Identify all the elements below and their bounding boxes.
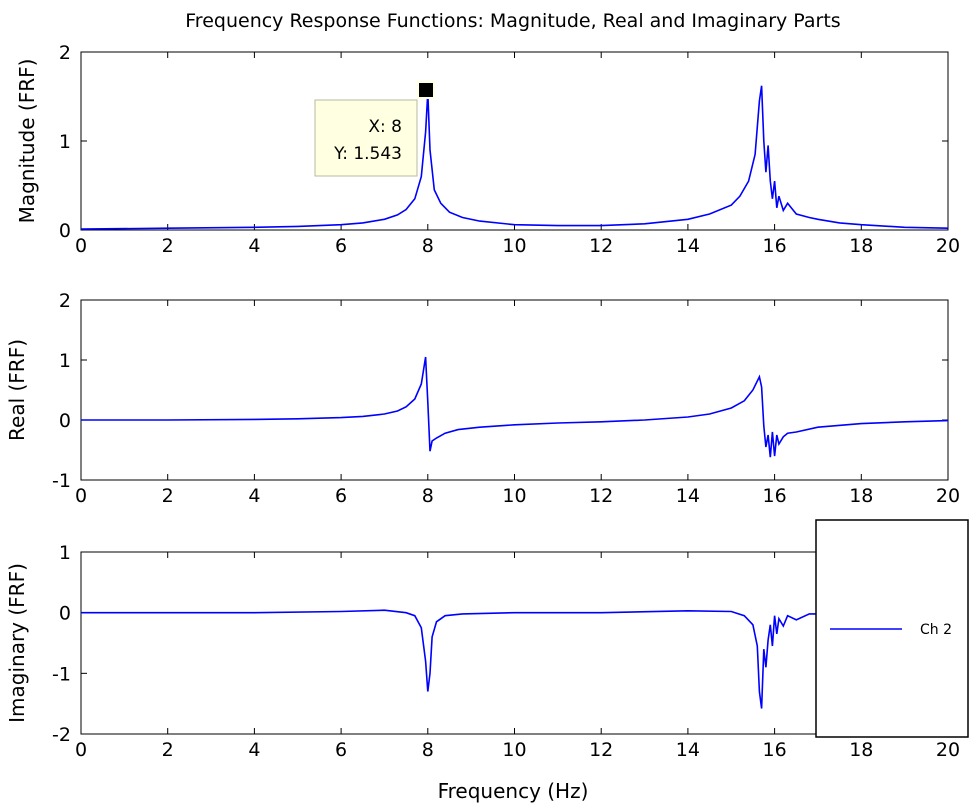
imaginary-xtick-label: 14	[676, 739, 700, 761]
magnitude-ylabel: Magnitude (FRF)	[15, 59, 39, 224]
magnitude-ytick-label: 1	[59, 131, 71, 153]
real-xtick-label: 18	[849, 485, 873, 507]
frequency-xlabel: Frequency (Hz)	[438, 779, 589, 803]
magnitude-xtick-label: 8	[422, 235, 434, 257]
real-ytick-label: 2	[59, 290, 71, 312]
magnitude-xtick-label: 18	[849, 235, 873, 257]
real-xtick-label: 2	[162, 485, 174, 507]
magnitude-xtick-label: 12	[589, 235, 613, 257]
imaginary-xtick-label: 20	[936, 739, 960, 761]
imaginary-plot-area[interactable]	[80, 551, 949, 735]
magnitude-series-line	[80, 85, 949, 230]
magnitude-xtick-label: 2	[162, 235, 174, 257]
magnitude-xtick-label: 4	[248, 235, 260, 257]
imaginary-xtick-label: 12	[589, 739, 613, 761]
legend-label-ch2: Ch 2	[920, 622, 952, 638]
imaginary-xtick-label: 18	[849, 739, 873, 761]
imaginary-xtick-label: 8	[422, 739, 434, 761]
imaginary-xtick-label: 0	[75, 739, 87, 761]
chart-title: Frequency Response Functions: Magnitude,…	[185, 10, 840, 32]
real-xtick-label: 20	[936, 485, 960, 507]
real-xtick-label: 14	[676, 485, 700, 507]
imaginary-ytick-label: -2	[52, 724, 71, 746]
data-tip-marker[interactable]	[417, 81, 435, 99]
real-xtick-label: 16	[763, 485, 787, 507]
imaginary-xtick-label: 6	[335, 739, 347, 761]
imaginary-ticks: 0 2 4 6 8 10 12 14 16 18 20 -2 -1 0 1	[52, 542, 960, 761]
real-ytick-label: 0	[59, 410, 71, 432]
magnitude-ytick-label: 0	[59, 220, 71, 242]
imaginary-xtick-label: 10	[502, 739, 526, 761]
data-tip-x: X: 8	[368, 117, 402, 137]
magnitude-ytick-label: 2	[59, 42, 71, 64]
data-tip-y: Y: 1.543	[333, 144, 402, 164]
real-plot-area[interactable]	[80, 299, 949, 481]
imaginary-ytick-label: 1	[59, 542, 71, 564]
real-ylabel: Real (FRF)	[5, 339, 29, 441]
imaginary-ytick-label: -1	[52, 663, 71, 685]
magnitude-xtick-label: 14	[676, 235, 700, 257]
real-ytick-label: -1	[52, 470, 71, 492]
imaginary-axes[interactable]: 0 2 4 6 8 10 12 14 16 18 20-2-101 Imaginary (FRF) …	[5, 542, 960, 803]
imaginary-xtick-label: 4	[248, 739, 260, 761]
magnitude-xtick-label: 0	[75, 235, 87, 257]
imaginary-xtick-label: 2	[162, 739, 174, 761]
imaginary-ytick-label: 0	[59, 603, 71, 625]
data-tip-box	[314, 99, 418, 177]
real-xtick-label: 12	[589, 485, 613, 507]
real-xtick-label: 8	[422, 485, 434, 507]
real-xtick-label: 10	[502, 485, 526, 507]
real-ytick-label: 1	[59, 350, 71, 372]
magnitude-xtick-label: 16	[763, 235, 787, 257]
legend[interactable]: Ch 2	[815, 519, 969, 738]
magnitude-plot-area[interactable]	[80, 51, 949, 231]
magnitude-xtick-label: 6	[335, 235, 347, 257]
real-series-line	[81, 356, 949, 458]
magnitude-xtick-label: 20	[936, 235, 960, 257]
real-xtick-label: 4	[248, 485, 260, 507]
magnitude-xtick-label: 10	[502, 235, 526, 257]
real-xtick-label: 6	[335, 485, 347, 507]
imaginary-xtick-label: 16	[763, 739, 787, 761]
imaginary-series-line	[81, 609, 948, 709]
real-xtick-label: 0	[75, 485, 87, 507]
data-tip[interactable]: X: 8 Y: 1.543	[314, 81, 435, 177]
imaginary-ylabel: Imaginary (FRF)	[5, 563, 29, 723]
